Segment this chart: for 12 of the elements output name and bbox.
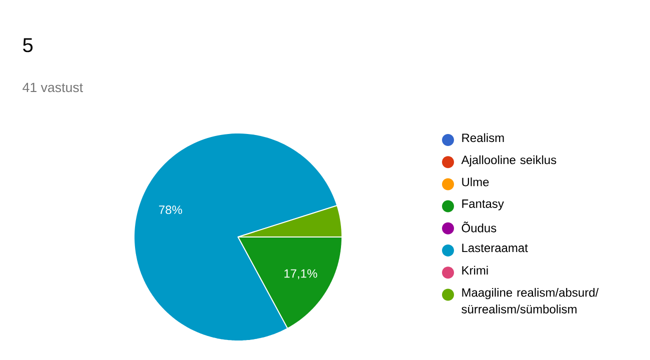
legend-label: Õudus (462, 222, 496, 232)
legend-label: Maagiline realism/absurd/sürrealism/sümbolism (462, 288, 599, 314)
data-label: 17,1% (284, 269, 318, 280)
chart-subtitle: 41 vastust (22, 82, 83, 92)
legend-label: Ulme (462, 177, 489, 186)
legend-label: Fantasy (462, 200, 504, 210)
legend-label: Krimi (462, 266, 488, 275)
legend-label: Lasteraamat (462, 244, 528, 252)
data-label: 78% (159, 206, 182, 214)
legend-label: Ajallooline seiklus (461, 155, 556, 167)
legend-label: Realism (462, 133, 504, 142)
chart-title: 5 (23, 38, 33, 52)
